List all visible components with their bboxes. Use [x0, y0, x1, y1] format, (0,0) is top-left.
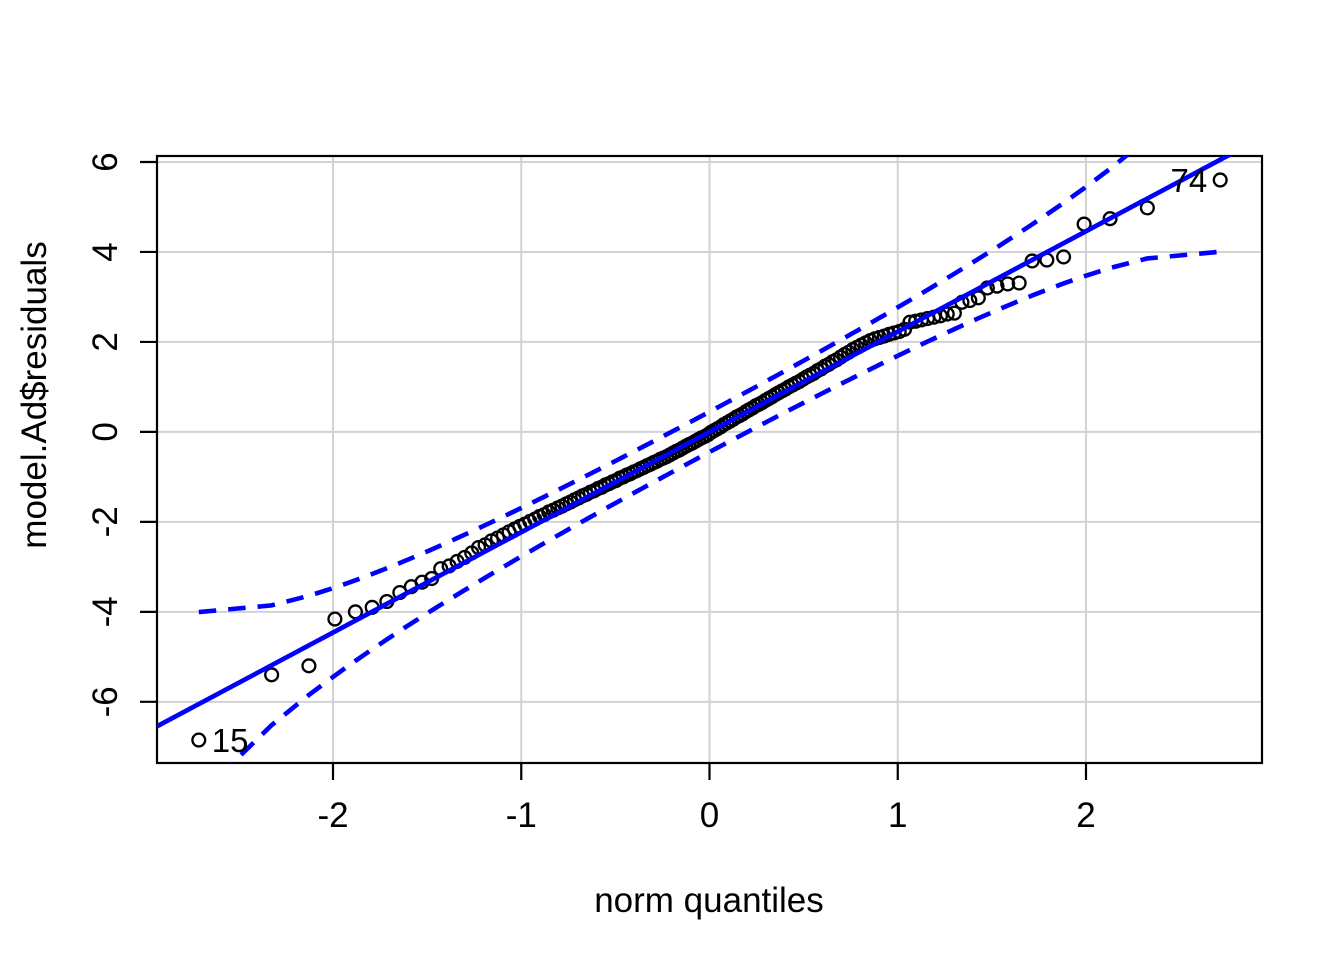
data-point [191, 732, 207, 748]
data-point [946, 305, 962, 321]
data-point [1102, 211, 1118, 227]
y-tick-label: 4 [86, 242, 125, 261]
y-tick-label: -2 [86, 506, 125, 537]
data-point [264, 667, 280, 683]
data-point [1212, 172, 1228, 188]
data-point [1056, 249, 1072, 265]
y-tick-label: 6 [86, 152, 125, 171]
x-tick-label: 1 [888, 796, 907, 835]
x-tick-label: -2 [317, 796, 348, 835]
outlier-point-label: 15 [212, 722, 249, 759]
x-tick-label: -1 [506, 796, 537, 835]
y-axis-title: model.Ad$residuals [15, 241, 54, 548]
data-point [1000, 276, 1016, 292]
y-tick-label: -6 [86, 686, 125, 717]
x-tick-label: 2 [1076, 796, 1095, 835]
data-point [970, 290, 986, 306]
gridlines [157, 156, 1262, 763]
qq-reference-line [157, 156, 1233, 729]
outlier-point-label: 74 [1170, 162, 1207, 199]
plot-border [155, 154, 1264, 765]
data-point [1139, 200, 1155, 216]
x-axis-title: norm quantiles [594, 881, 824, 920]
y-tick-label: -4 [86, 596, 125, 627]
data-point [327, 611, 343, 627]
y-tick-label: 0 [86, 422, 125, 441]
axis-ticks: -2 -1 0 1 2 -6 -4 -2 0 2 4 6 [86, 152, 1096, 835]
data-point [1011, 275, 1027, 291]
data-point [301, 658, 317, 674]
x-tick-label: 0 [700, 796, 719, 835]
y-tick-label: 2 [86, 332, 125, 351]
reference-line-layer [157, 156, 1233, 729]
